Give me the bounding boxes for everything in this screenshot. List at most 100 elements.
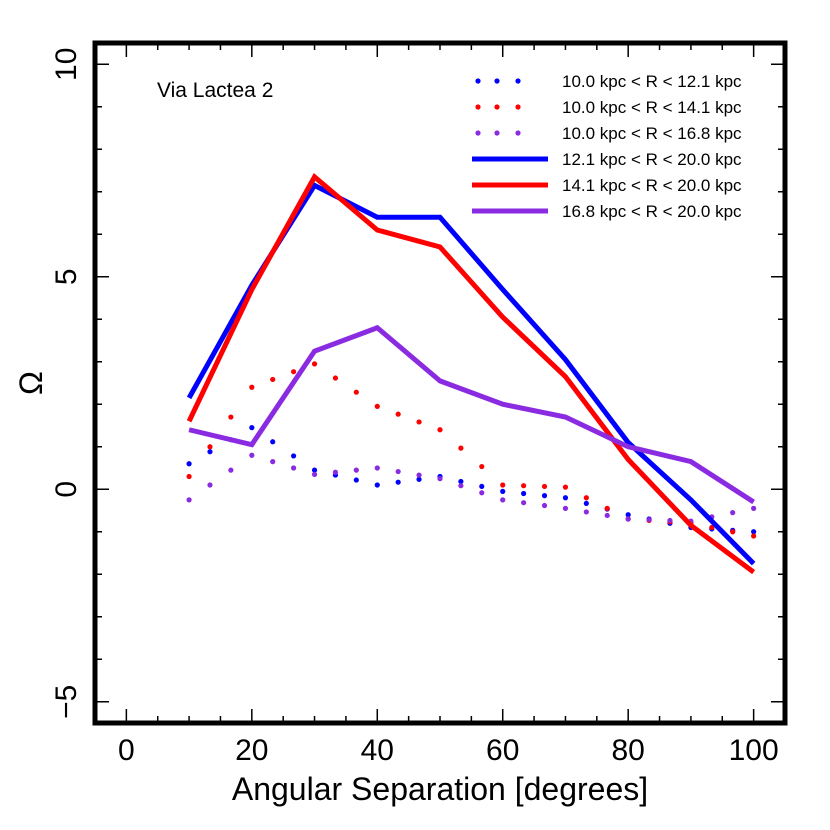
data-point — [751, 529, 757, 535]
legend-label-0: 10.0 kpc < R < 12.1 kpc — [562, 72, 742, 91]
data-point — [500, 497, 506, 503]
data-point — [207, 444, 213, 450]
x-tick-label: 20 — [235, 734, 268, 767]
data-point — [290, 369, 297, 375]
data-point — [416, 419, 422, 425]
data-point — [625, 516, 631, 522]
series-layer — [186, 173, 757, 575]
data-point — [541, 502, 548, 509]
data-point — [353, 477, 359, 483]
data-point — [521, 490, 527, 497]
data-point — [416, 476, 422, 482]
data-point — [332, 375, 339, 381]
x-tick-label: 40 — [361, 734, 394, 767]
data-point — [249, 452, 255, 458]
legend-dot — [515, 130, 521, 136]
legend-label-5: 16.8 kpc < R < 20.0 kpc — [562, 202, 742, 221]
data-point — [395, 411, 401, 417]
legend-label-4: 14.1 kpc < R < 20.0 kpc — [562, 176, 742, 195]
data-point — [751, 533, 757, 539]
x-tick-label: 100 — [729, 734, 779, 767]
legend-dot — [475, 104, 481, 110]
data-point — [562, 495, 569, 501]
data-point — [311, 361, 318, 367]
legend-dot — [475, 130, 481, 136]
data-point — [437, 427, 443, 433]
x-axis-title: Angular Separation [degrees] — [232, 771, 648, 807]
x-tick-label: 80 — [611, 734, 644, 767]
legend-swatch-1 — [475, 104, 521, 110]
y-tick-label: 10 — [50, 48, 83, 81]
series-line-4 — [186, 173, 756, 575]
y-tick-label: 5 — [50, 268, 83, 285]
series-line-3 — [186, 182, 756, 566]
data-point — [228, 414, 234, 420]
legend-swatch-0 — [475, 78, 521, 84]
data-point — [604, 505, 610, 511]
data-point — [374, 482, 380, 488]
data-point — [625, 512, 631, 518]
legend-dot — [494, 78, 500, 84]
data-point — [730, 510, 736, 516]
data-point — [416, 472, 422, 478]
data-point — [541, 483, 548, 490]
chart-annotation: Via Lactea 2 — [157, 79, 273, 102]
data-point — [458, 483, 464, 489]
data-point — [583, 500, 589, 507]
data-point — [270, 376, 276, 383]
data-point — [541, 493, 548, 499]
data-point — [249, 384, 255, 390]
data-point — [311, 467, 318, 473]
legend-dot — [515, 78, 521, 84]
data-point — [604, 512, 610, 519]
data-point — [353, 389, 359, 395]
data-point — [479, 483, 485, 490]
plot-frame — [92, 40, 788, 726]
data-point — [583, 495, 589, 501]
data-point — [730, 529, 736, 535]
series-dots-2 — [186, 452, 757, 524]
data-point — [228, 467, 234, 473]
labels-layer: 0 20 40 60 80 100 −5 0 5 10 — [50, 48, 779, 767]
data-point — [353, 467, 359, 473]
data-point — [458, 478, 464, 485]
legend-label-1: 10.0 kpc < R < 14.1 kpc — [562, 98, 742, 117]
x-tick-label: 60 — [486, 734, 519, 767]
data-point — [186, 497, 192, 503]
legend: 10.0 kpc < R < 12.1 kpc 10.0 kpc < R < 14… — [472, 72, 742, 221]
series-dots-1 — [186, 361, 757, 539]
data-point — [270, 439, 276, 445]
legend-label-2: 10.0 kpc < R < 16.8 kpc — [562, 124, 742, 143]
data-point — [374, 465, 380, 471]
data-point — [562, 484, 569, 490]
series-line-5 — [188, 324, 755, 505]
data-point — [186, 461, 192, 467]
data-point — [583, 509, 589, 515]
legend-dot — [494, 130, 500, 136]
legend-label-3: 12.1 kpc < R < 20.0 kpc — [562, 150, 742, 169]
data-point — [311, 471, 318, 477]
y-tick-label: 0 — [50, 481, 83, 498]
data-point — [500, 482, 506, 488]
data-point — [332, 469, 339, 475]
legend-swatch-2 — [475, 130, 521, 136]
legend-dot — [494, 104, 500, 110]
data-point — [374, 403, 380, 409]
data-point — [646, 517, 652, 523]
data-point — [249, 425, 255, 431]
data-point — [458, 445, 464, 451]
data-point — [290, 465, 297, 471]
data-point — [395, 468, 401, 475]
data-point — [562, 505, 569, 511]
legend-dot — [515, 104, 521, 110]
data-point — [479, 490, 485, 496]
data-point — [207, 482, 213, 488]
y-axis-title: Ω — [13, 371, 49, 395]
data-point — [290, 453, 297, 459]
data-point — [667, 517, 673, 524]
data-point — [500, 488, 506, 494]
x-tick-label: 0 — [118, 734, 135, 767]
data-point — [521, 500, 527, 506]
legend-dot — [475, 78, 481, 84]
